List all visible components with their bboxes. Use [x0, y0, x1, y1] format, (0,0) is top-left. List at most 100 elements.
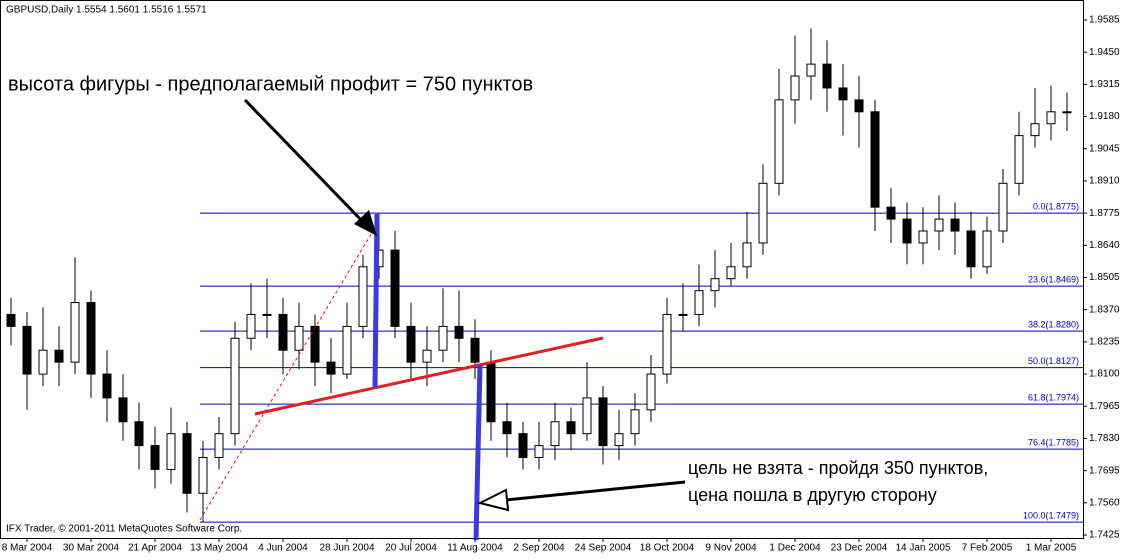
- candle-body: [38, 349, 48, 375]
- x-tick-label: 8 Mar 2004: [2, 543, 53, 554]
- candle-body: [182, 433, 192, 494]
- candle-body: [1030, 123, 1040, 137]
- candle-body: [54, 349, 64, 363]
- candle-body: [1062, 111, 1072, 114]
- x-tick-label: 13 May 2004: [190, 543, 248, 554]
- y-tick-label: 1.7560: [1089, 497, 1120, 508]
- candle-body: [838, 87, 848, 101]
- candle-body: [902, 218, 912, 244]
- target-bar: [473, 364, 483, 541]
- x-tick-label: 11 Aug 2004: [447, 543, 503, 554]
- y-tick-label: 1.8100: [1089, 369, 1120, 380]
- x-tick-label: 14 Jan 2005: [895, 543, 950, 554]
- y-tick-label: 1.7695: [1089, 465, 1120, 476]
- candle-body: [198, 457, 208, 494]
- candle-body: [918, 230, 928, 244]
- candle-body: [598, 397, 608, 447]
- annotation: цена пошла в другую сторону: [688, 485, 937, 505]
- y-tick-label: 1.9045: [1089, 143, 1120, 154]
- trend-line: [254, 336, 604, 416]
- y-tick-label: 1.7965: [1089, 401, 1120, 412]
- candle-body: [806, 63, 816, 77]
- candle-body: [550, 421, 560, 447]
- x-tick-label: 18 Oct 2004: [640, 543, 695, 554]
- y-tick-label: 1.8775: [1089, 208, 1120, 219]
- y-tick-label: 1.8370: [1089, 304, 1120, 315]
- candle-body: [406, 325, 416, 363]
- candle-body: [326, 361, 336, 375]
- fib-label: 76.4(1.7785): [1028, 438, 1079, 448]
- arrow: [243, 98, 367, 226]
- candle-body: [886, 206, 896, 220]
- candle-body: [358, 266, 368, 327]
- y-tick-label: 1.7830: [1089, 433, 1120, 444]
- candle-body: [630, 409, 640, 435]
- candle-body: [678, 313, 688, 316]
- fib-label: 100.0(1.7479): [1023, 511, 1079, 521]
- x-tick-label: 28 Jun 2004: [319, 543, 374, 554]
- y-tick-label: 1.9585: [1089, 15, 1120, 26]
- candle-body: [150, 445, 160, 470]
- candle-body: [614, 433, 624, 447]
- candle-body: [710, 278, 720, 292]
- candle-body: [582, 397, 592, 435]
- arrow-head: [354, 210, 377, 236]
- marks: [6, 28, 1083, 523]
- header: GBPUSD,Daily 1.5554 1.5601 1.5516 1.5571: [6, 5, 207, 16]
- candle-body: [502, 421, 512, 435]
- candle-body: [790, 75, 800, 101]
- candle-body: [310, 325, 320, 363]
- candle-body: [486, 361, 496, 423]
- x-tick-label: 21 Apr 2004: [128, 543, 182, 554]
- candle-body: [438, 325, 448, 351]
- candle-body: [278, 313, 288, 351]
- x-tick-label: 20 Jul 2004: [385, 543, 437, 554]
- x-tick-label: 2 Sep 2004: [513, 543, 565, 554]
- candle-body: [982, 230, 992, 268]
- x-tick-label: 4 Jun 2004: [258, 543, 308, 554]
- candle-body: [22, 325, 32, 375]
- arrow-head: [477, 488, 510, 512]
- candle-body: [966, 230, 976, 268]
- candle-body: [118, 397, 128, 423]
- y-tick-label: 1.8235: [1089, 337, 1120, 348]
- y-tick-label: 1.9315: [1089, 79, 1120, 90]
- arrow: [504, 480, 686, 502]
- candle-body: [854, 99, 864, 113]
- candle-body: [294, 325, 304, 351]
- fib-label: 23.6(1.8469): [1028, 274, 1079, 284]
- y-tick-label: 1.9180: [1089, 111, 1120, 122]
- fib-label: 61.8(1.7974): [1028, 392, 1079, 402]
- candle-body: [646, 373, 656, 411]
- candle-body: [246, 313, 256, 339]
- y-tick-label: 1.8910: [1089, 176, 1120, 187]
- candle-body: [822, 63, 832, 89]
- candle-body: [454, 325, 464, 339]
- candle-body: [166, 433, 176, 470]
- candle-body: [998, 182, 1008, 232]
- x-tick-label: 30 Mar 2004: [63, 543, 120, 554]
- candle-body: [422, 349, 432, 363]
- candle-body: [86, 302, 96, 375]
- candle-body: [518, 433, 528, 459]
- candle-body: [230, 337, 240, 435]
- candle-body: [470, 337, 480, 363]
- candle-body: [214, 433, 224, 459]
- candle-body: [742, 242, 752, 268]
- footer: IFX Trader, © 2001-2011 MetaQuotes Softw…: [6, 524, 242, 535]
- y-tick-label: 1.8505: [1089, 272, 1120, 283]
- candle-body: [262, 313, 272, 316]
- candle-body: [390, 249, 400, 327]
- candle-body: [662, 313, 672, 375]
- x-tick-label: 23 Dec 2004: [831, 543, 888, 554]
- candle-body: [1046, 111, 1056, 125]
- height-bar: [372, 213, 380, 389]
- candle-body: [342, 325, 352, 375]
- y-tick-label: 1.7425: [1089, 530, 1120, 541]
- x-tick-label: 9 Nov 2004: [705, 543, 757, 554]
- candle-body: [870, 111, 880, 208]
- y-tick-label: 1.8640: [1089, 240, 1120, 251]
- candle-body: [758, 182, 768, 244]
- x-tick-label: 24 Sep 2004: [575, 543, 632, 554]
